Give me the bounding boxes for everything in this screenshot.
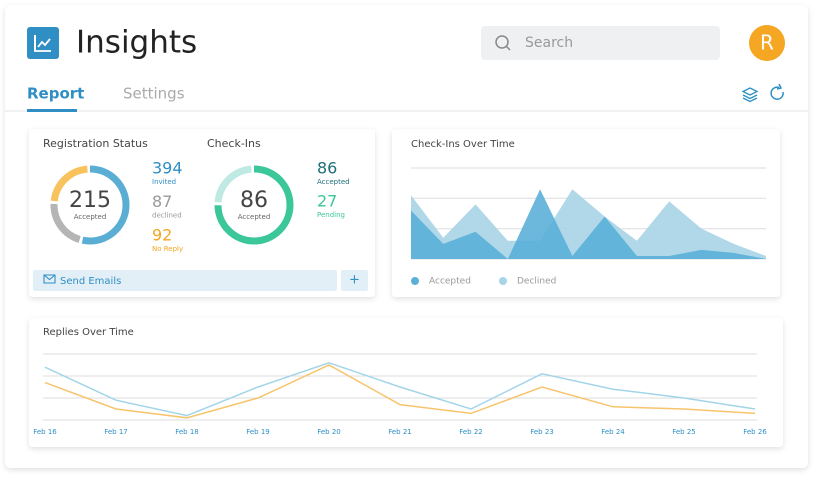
stat-label: Pending [317,211,345,219]
tab-underline [27,109,77,112]
x-tick-label: Feb 16 [33,428,57,436]
x-tick-label: Feb 19 [246,428,270,436]
x-tick-label: Feb 22 [459,428,483,436]
x-tick-label: Feb 25 [672,428,696,436]
legend-label: Accepted [429,277,471,287]
stat-value: 86 [317,159,337,178]
x-tick-label: Feb 26 [743,428,767,436]
card-title: Registration Status [43,137,148,150]
x-tick-label: Feb 20 [317,428,341,436]
card [29,318,783,447]
card [29,129,375,297]
search-icon [505,45,511,51]
search-icon [495,35,509,49]
legend-dot [411,277,419,285]
icon-line [34,35,51,52]
x-tick-label: Feb 23 [530,428,554,436]
mail-icon [43,274,56,284]
ring-segment [214,165,294,245]
area [411,189,766,259]
card-title: Check-Ins Over Time [411,139,515,150]
card-title: Check-Ins [207,137,261,150]
stat-label: declined [152,212,182,220]
center-value: 215 [69,188,111,213]
card-title: Replies Over Time [43,327,134,338]
x-tick-label: Feb 21 [388,428,412,436]
stat-value: 87 [152,192,172,211]
layers-icon[interactable] [741,87,759,103]
stat-label: No Reply [152,245,183,253]
x-tick-label: Feb 18 [175,428,199,436]
avatar[interactable] [749,25,785,61]
x-tick-label: Feb 24 [601,428,625,436]
search-box[interactable] [481,26,720,60]
app-title: Insights [76,25,197,61]
area [411,189,766,259]
stat-value: 27 [317,192,337,211]
center-label: Accepted [238,213,271,221]
send-label: Send Emails [60,276,121,287]
line [44,362,756,417]
stat-label: Invited [152,178,176,186]
legend-label: Declined [517,277,556,287]
add-button[interactable] [341,270,368,291]
x-tick-label: Feb 17 [104,428,128,436]
stat-value: 92 [152,226,172,245]
line [44,364,756,419]
search-placeholder: Search [525,35,573,51]
tab[interactable]: Report [27,85,84,103]
ring-segment [50,165,130,245]
ring-segment [50,165,130,245]
center-label: Accepted [74,213,107,221]
center-value: 86 [240,188,268,213]
legend-dot [499,277,507,285]
stat-value: 394 [152,159,183,178]
send-button[interactable] [33,270,337,291]
refresh-icon[interactable] [770,83,784,100]
stat-label: Accepted [317,178,350,186]
add-label: + [349,273,360,288]
avatar-letter: R [760,31,774,55]
tab[interactable]: Settings [123,85,185,103]
